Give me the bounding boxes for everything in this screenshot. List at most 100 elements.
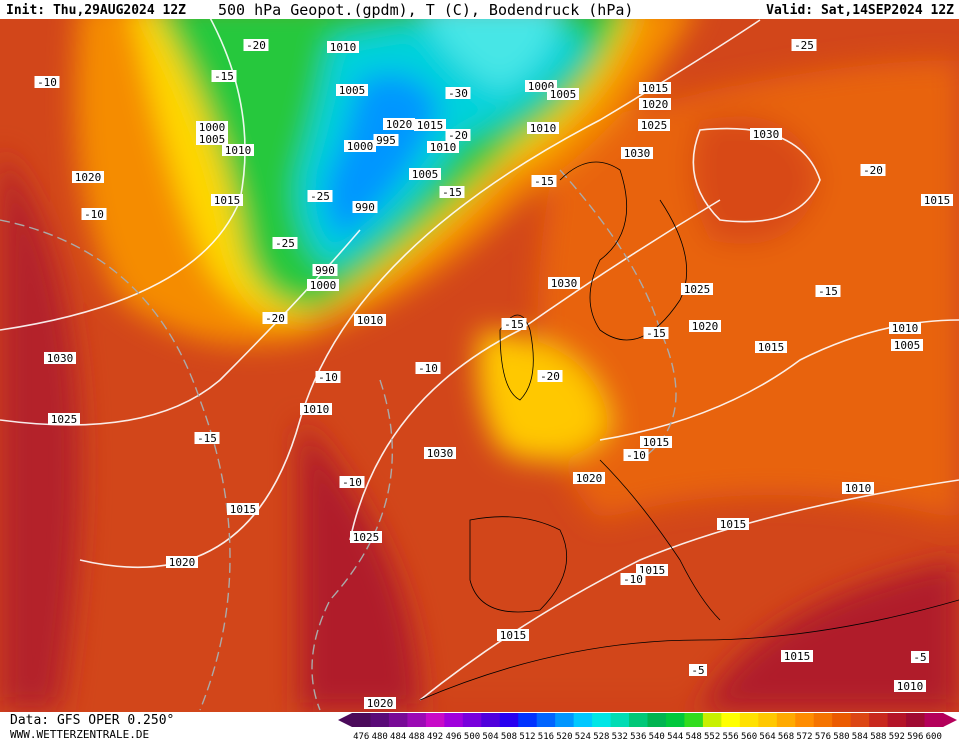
contour-label: 1010 (430, 141, 457, 154)
contour-label: -25 (275, 237, 295, 250)
colorbar-cell (388, 713, 408, 727)
contour-label: -25 (794, 39, 814, 52)
init-time: Init: Thu,29AUG2024 12Z (6, 3, 186, 18)
title: 500 hPa Geopot.(gpdm), T (C), Bodendruck… (218, 1, 633, 19)
contour-label: 1015 (500, 629, 527, 642)
colorbar-cell (481, 713, 501, 727)
colorbar-label: 516 (538, 732, 554, 741)
label-box (689, 320, 721, 332)
contour-label: 1025 (51, 413, 78, 426)
header-bar (0, 0, 959, 19)
colorbar-label: 484 (390, 732, 406, 741)
label-box (34, 76, 60, 88)
colorbar-label: 492 (427, 732, 443, 741)
colorbar-label: 500 (464, 732, 480, 741)
label-box (300, 403, 332, 415)
contour-label: 1000 (199, 121, 226, 134)
contour-label: -25 (310, 190, 330, 203)
contour-label: 1025 (353, 531, 380, 544)
contour-label: -15 (197, 432, 217, 445)
colorbar-label: 564 (759, 732, 775, 741)
label-box (439, 186, 465, 198)
colorbar-label: 588 (870, 732, 886, 741)
contour-label: 990 (355, 201, 375, 214)
label-box (307, 190, 333, 202)
colorbar-label: 600 (926, 732, 942, 741)
colorbar-label: 572 (796, 732, 812, 741)
colorbar-label: 536 (630, 732, 646, 741)
label-box (72, 171, 104, 183)
label-box (166, 556, 198, 568)
website: WWW.WETTERZENTRALE.DE (10, 728, 149, 741)
colorbar-cell (924, 713, 944, 727)
contour-label: 1030 (551, 277, 578, 290)
colorbar-cell (906, 713, 926, 727)
label-box (315, 371, 341, 383)
label-box (373, 134, 399, 146)
colorbar-arrow-right (943, 713, 957, 727)
contour-label: -10 (418, 362, 438, 375)
label-box (689, 664, 707, 676)
colorbar-label: 592 (889, 732, 905, 741)
label-box (409, 168, 441, 180)
colorbar-cell (610, 713, 630, 727)
label-box (527, 122, 559, 134)
colorbar-cell (536, 713, 556, 727)
colorbar-label: 480 (372, 732, 388, 741)
contour-label: -20 (540, 370, 560, 383)
contour-label: 1005 (412, 168, 439, 181)
colorbar-cell (850, 713, 870, 727)
contour-label: -15 (442, 186, 462, 199)
colorbar-cell (739, 713, 759, 727)
contour-label: -5 (913, 651, 926, 664)
colorbar-label: 540 (649, 732, 665, 741)
colorbar-label: 596 (907, 732, 923, 741)
colorbar-cell (887, 713, 907, 727)
label-box (891, 339, 923, 351)
colorbar-label: 556 (722, 732, 738, 741)
colorbar-cell (832, 713, 852, 727)
label-box (194, 432, 220, 444)
label-box (501, 318, 527, 330)
colorbar-cell (629, 713, 648, 727)
contour-label: 1030 (47, 352, 74, 365)
colorbar-label: 552 (704, 732, 720, 741)
contour-label: 1020 (169, 556, 196, 569)
isotherms (0, 169, 677, 711)
label-box (211, 194, 243, 206)
label-box (414, 119, 446, 131)
contour-label: -30 (448, 87, 468, 100)
contour-label: -10 (626, 449, 646, 462)
colorbar-cell (795, 713, 815, 727)
label-box (717, 518, 749, 530)
contour-label: -15 (214, 70, 234, 83)
contour-label: 1020 (386, 118, 413, 131)
label-box (344, 140, 376, 152)
contour-label: 1015 (214, 194, 241, 207)
colorbar-cell (721, 713, 741, 727)
colorbar-cell (758, 713, 778, 727)
colorbar-label: 476 (353, 732, 369, 741)
contour-label: 1020 (367, 697, 394, 710)
label-box (243, 39, 269, 51)
colorbar-cell (869, 713, 889, 727)
colorbar-label: 568 (778, 732, 794, 741)
colorbar-cell (370, 713, 390, 727)
label-box (755, 341, 787, 353)
contour-label: -15 (534, 175, 554, 188)
colorbar-cell (407, 713, 427, 727)
label-box (497, 629, 529, 641)
label-box (537, 370, 563, 382)
label-box (573, 472, 605, 484)
contour-label: 1010 (845, 482, 872, 495)
colorbar-label: 560 (741, 732, 757, 741)
coastlines (419, 161, 959, 701)
colorbar-cell (518, 713, 538, 727)
label-box (307, 279, 339, 291)
contour-label: 1030 (427, 447, 454, 460)
contour-label: 1005 (550, 88, 577, 101)
colorbar-label: 496 (445, 732, 461, 741)
label-box (196, 133, 228, 145)
contour-label: 995 (376, 134, 396, 147)
